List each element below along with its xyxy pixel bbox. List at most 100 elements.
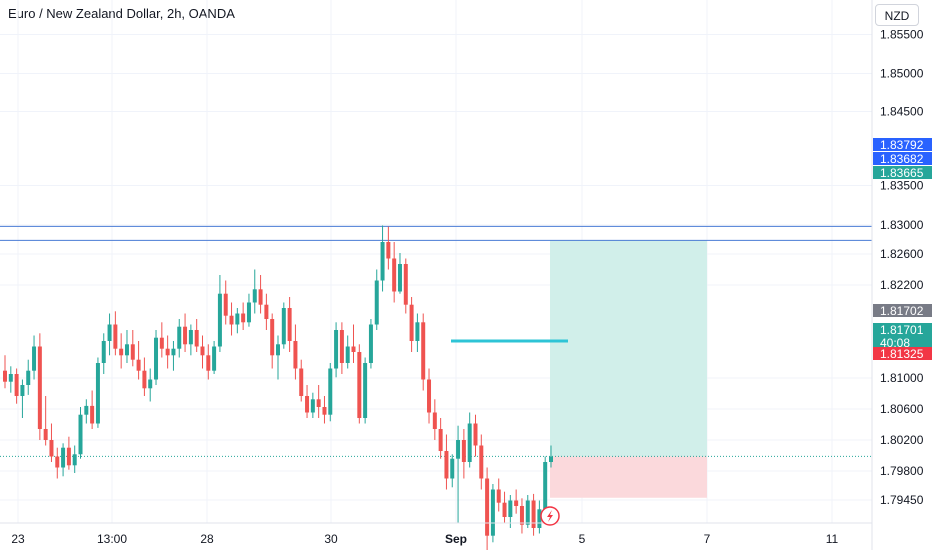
currency-selector-button[interactable]: NZD bbox=[875, 4, 919, 26]
price-axis: 1.85500 1.85000 1.84500 1.83500 1.83000 1.826… bbox=[871, 0, 924, 550]
candle-body bbox=[124, 344, 129, 356]
candle-body bbox=[368, 324, 373, 363]
candle-body bbox=[339, 330, 344, 363]
candle-body bbox=[334, 330, 339, 369]
price-label-text: 1.83792 bbox=[880, 138, 924, 152]
candle-body bbox=[26, 370, 31, 385]
candle-body bbox=[55, 456, 60, 468]
candle-body bbox=[252, 289, 257, 303]
candle-body bbox=[84, 405, 89, 415]
price-tick-label: 1.83500 bbox=[880, 179, 924, 193]
candle-body bbox=[543, 462, 548, 510]
candle-body bbox=[508, 500, 513, 517]
price-tick-label: 1.85000 bbox=[880, 67, 924, 81]
candle-body bbox=[200, 346, 205, 356]
time-tick-label: 11 bbox=[826, 532, 839, 546]
price-tick-label: 1.82200 bbox=[880, 278, 924, 292]
price-label-text: 1.83665 bbox=[880, 166, 924, 180]
candle-body bbox=[345, 346, 350, 363]
target-zone bbox=[550, 240, 707, 457]
stop-zone bbox=[550, 456, 707, 498]
time-axis: 23 13:00 28 30 Sep 5 7 11 bbox=[0, 522, 872, 546]
chart-title: Euro / New Zealand Dollar, 2h, OANDA bbox=[8, 6, 235, 21]
price-label-text: 1.81701 bbox=[880, 323, 924, 337]
position-zones bbox=[550, 240, 707, 498]
candle-body bbox=[473, 423, 478, 446]
countdown-label: 40:08 bbox=[880, 336, 910, 350]
time-tick-label: Sep bbox=[445, 532, 467, 546]
candle-body bbox=[3, 370, 7, 382]
candle-body bbox=[270, 319, 275, 356]
candle-body bbox=[246, 302, 251, 323]
candle-body bbox=[223, 293, 228, 316]
candle-body bbox=[159, 337, 164, 349]
candle-body bbox=[49, 440, 54, 457]
candle-body bbox=[421, 322, 426, 380]
candle-body bbox=[177, 326, 182, 349]
candle-body bbox=[305, 396, 310, 413]
price-label-text: 1.83682 bbox=[880, 152, 924, 166]
price-tick-label: 1.80600 bbox=[880, 402, 924, 416]
candle-body bbox=[299, 368, 304, 396]
candle-body bbox=[479, 445, 484, 479]
candle-body bbox=[363, 363, 368, 418]
candle-body bbox=[95, 363, 100, 424]
candle-body bbox=[148, 379, 153, 389]
candle-body bbox=[61, 447, 66, 468]
price-label-text: 1.81325 bbox=[880, 347, 924, 361]
candle-body bbox=[171, 348, 176, 356]
candle-body bbox=[427, 379, 432, 413]
price-tick-label: 1.79450 bbox=[880, 493, 924, 507]
candle-body bbox=[450, 458, 455, 479]
candle-body bbox=[456, 440, 461, 459]
candle-body bbox=[537, 509, 542, 528]
candle-body bbox=[212, 346, 217, 371]
candle-body bbox=[14, 374, 19, 396]
price-tick-label: 1.79800 bbox=[880, 464, 924, 478]
price-label-box bbox=[873, 347, 932, 360]
candle-body bbox=[43, 429, 48, 440]
candle-body bbox=[397, 264, 402, 292]
candle-body bbox=[72, 454, 77, 466]
flash-icon-bolt bbox=[547, 510, 553, 522]
candle-body bbox=[531, 500, 536, 528]
candle-body bbox=[490, 489, 495, 536]
candle-body bbox=[287, 308, 292, 341]
candle-body bbox=[351, 346, 356, 352]
price-tick-label: 1.82600 bbox=[880, 247, 924, 261]
candle-body bbox=[119, 348, 124, 356]
candle-body bbox=[154, 337, 159, 380]
candle-body bbox=[514, 500, 519, 506]
candle-body bbox=[374, 280, 379, 325]
price-tick-label: 1.84500 bbox=[880, 105, 924, 119]
price-tick-label: 1.80200 bbox=[880, 433, 924, 447]
price-label-box bbox=[873, 304, 932, 317]
candle-body bbox=[66, 447, 71, 466]
candle-body bbox=[188, 330, 193, 345]
time-tick-label: 7 bbox=[704, 532, 711, 546]
candle-body bbox=[496, 489, 501, 503]
flash-icon[interactable] bbox=[540, 506, 560, 526]
candle-body bbox=[502, 502, 507, 517]
candle-body bbox=[519, 506, 524, 525]
candle-body bbox=[322, 407, 327, 415]
candle-body bbox=[229, 315, 234, 325]
candle-body bbox=[409, 304, 414, 341]
price-label-text: 1.81702 bbox=[880, 304, 924, 318]
candle-body bbox=[403, 264, 408, 305]
candle-body bbox=[549, 456, 553, 462]
candles bbox=[3, 225, 553, 550]
candle-body bbox=[281, 308, 286, 345]
time-tick-label: 13:00 bbox=[97, 532, 127, 546]
candle-body bbox=[264, 304, 269, 319]
candle-body bbox=[206, 355, 211, 371]
candle-body bbox=[32, 346, 37, 371]
price-label-box bbox=[873, 166, 932, 179]
time-tick-label: 28 bbox=[200, 532, 214, 546]
candle-body bbox=[241, 313, 246, 323]
time-tick-label: 30 bbox=[324, 532, 338, 546]
time-tick-label: 5 bbox=[579, 532, 586, 546]
candle-body bbox=[525, 500, 530, 525]
horizontal-levels bbox=[0, 225, 872, 457]
